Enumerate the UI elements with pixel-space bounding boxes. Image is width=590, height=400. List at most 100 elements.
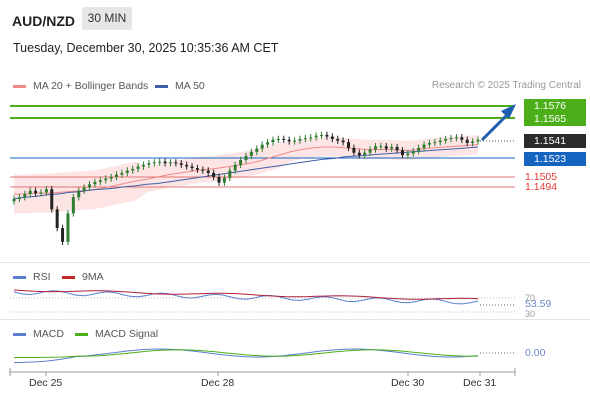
ma50-legend-label: MA 50 — [175, 80, 205, 92]
timeframe-badge[interactable]: 30 MIN — [82, 7, 132, 30]
ma20-swatch — [13, 84, 26, 88]
candle-body — [395, 147, 399, 151]
candle-body — [131, 168, 135, 171]
candle-body — [174, 162, 178, 164]
target-lower-tag: 1.1565 — [524, 112, 586, 126]
rsi-ma-legend-label: 9MA — [82, 271, 104, 283]
rsi-line — [13, 290, 479, 305]
forecast-arrowhead — [501, 104, 516, 119]
candle-body — [266, 142, 270, 145]
candle-body — [39, 192, 43, 194]
candle-body — [115, 174, 119, 177]
candle-body — [17, 197, 21, 199]
candle-body — [314, 135, 318, 138]
candle-body — [136, 166, 140, 169]
x-label-dec31: Dec 31 — [463, 377, 497, 389]
candle-body — [125, 170, 129, 173]
rsi-value-label: 53.59 — [525, 298, 552, 310]
candle-body — [276, 138, 280, 140]
candle-body — [293, 140, 297, 142]
candle-body — [271, 139, 275, 143]
candle-body — [427, 143, 431, 145]
ma20-legend-label: MA 20 + Bollinger Bands — [33, 80, 149, 92]
macd-value-label: 0.00 — [525, 347, 546, 359]
candle-body — [368, 149, 372, 153]
candle-body — [34, 190, 38, 194]
rsi-level-30-label: 30 — [525, 309, 536, 319]
candle-body — [201, 169, 205, 171]
candle-body — [206, 170, 210, 173]
candle-body — [249, 151, 253, 156]
candle-body — [50, 189, 54, 210]
candle-body — [390, 147, 394, 149]
candle-body — [163, 161, 167, 164]
candle-body — [185, 164, 189, 167]
candle-body — [179, 163, 183, 165]
forecast-arrow — [480, 110, 512, 142]
legend-rsi: RSI — [13, 271, 51, 283]
candle-body — [341, 140, 345, 143]
macd-line — [13, 348, 479, 364]
candle-body — [303, 138, 307, 140]
candle-body — [411, 151, 415, 154]
candle-body — [282, 138, 286, 140]
candle-body — [109, 177, 113, 179]
rsi-legend-label: RSI — [33, 271, 51, 283]
ma50-line — [13, 146, 479, 200]
rsi-swatch — [13, 275, 26, 279]
macd-signal-line — [13, 349, 479, 359]
candle-body — [66, 213, 70, 242]
candle-body — [320, 134, 324, 136]
candle-body — [476, 139, 480, 142]
last-price-tag: 1.1541 — [524, 134, 586, 148]
macd-signal-legend-label: MACD Signal — [95, 328, 159, 340]
candle-body — [217, 177, 221, 183]
candle-body — [260, 144, 264, 149]
candle-body — [244, 155, 248, 160]
candle-body — [384, 146, 388, 149]
candle-body — [465, 139, 469, 143]
candle-body — [373, 146, 377, 150]
candle-body — [77, 190, 81, 198]
pivot-tag: 1.1523 — [524, 152, 586, 166]
candle-body — [255, 148, 259, 152]
candle-body — [239, 160, 243, 165]
candle-body — [147, 163, 151, 165]
candle-body — [120, 172, 124, 175]
datetime-label: Tuesday, December 30, 2025 10:35:36 AM C… — [13, 41, 279, 55]
candle-body — [12, 198, 16, 202]
candle-body — [444, 138, 448, 141]
legend-ma50: MA 50 — [155, 80, 205, 92]
candle-body — [168, 162, 172, 164]
macd-swatch — [13, 332, 26, 336]
candle-body — [460, 137, 464, 140]
candle-body — [152, 162, 156, 164]
candle-body — [438, 140, 442, 143]
x-label-dec30: Dec 30 — [391, 377, 425, 389]
candle-body — [287, 139, 291, 142]
candle-body — [357, 152, 361, 156]
x-label-dec25: Dec 25 — [29, 377, 63, 389]
macd-panel-separator — [0, 319, 590, 320]
candle-body — [104, 178, 108, 181]
candle-body — [23, 194, 27, 198]
legend-macd-signal: MACD Signal — [75, 328, 158, 340]
candle-body — [406, 153, 410, 156]
candle-body — [212, 172, 216, 177]
candle-body — [222, 177, 226, 183]
candle-body — [61, 228, 65, 242]
macd-signal-swatch — [75, 332, 88, 336]
candle-body — [330, 136, 334, 139]
candle-body — [471, 141, 475, 143]
bollinger-band — [14, 134, 478, 214]
candle-body — [400, 150, 404, 156]
candle-body — [98, 180, 102, 182]
candle-body — [195, 168, 199, 170]
symbol-title: AUD/NZD — [12, 13, 75, 29]
candle-body — [325, 134, 329, 137]
candle-body — [228, 170, 232, 178]
legend-macd: MACD — [13, 328, 64, 340]
candle-body — [298, 138, 302, 141]
candle-body — [71, 197, 75, 214]
